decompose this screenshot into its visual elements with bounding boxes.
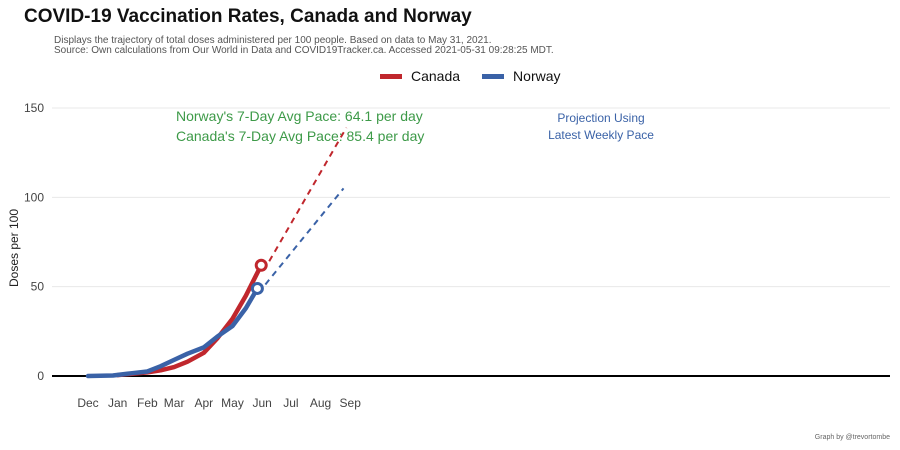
credit-text: Graph by @trevortombe (814, 434, 890, 441)
x-tick-label: Jun (252, 396, 271, 410)
annotation-projection-line2: Latest Weekly Pace (548, 128, 654, 142)
chart-legend: Canada Norway (380, 68, 583, 84)
x-tick-label: Mar (164, 396, 185, 410)
legend-item-canada: Canada (380, 68, 460, 84)
y-tick-label: 100 (24, 190, 44, 204)
projection-line-norway (264, 187, 345, 286)
series-end-marker-norway (250, 281, 264, 295)
legend-swatch-norway (482, 73, 505, 79)
legend-swatch-canada (380, 73, 402, 79)
x-tick-label: Jul (283, 396, 298, 410)
legend-label-canada: Canada (411, 68, 461, 84)
x-tick-label: Dec (77, 396, 98, 410)
annotation-norway-pace: Norway's 7-Day Avg Pace: 64.1 per day (176, 108, 423, 124)
chart-subtitle: Displays the trajectory of total doses a… (54, 35, 492, 46)
projection-line-canada (268, 127, 348, 262)
y-tick-label: 50 (31, 280, 45, 294)
series-end-marker-canada (254, 258, 268, 272)
y-tick-label: 0 (37, 369, 44, 383)
chart-title: COVID-19 Vaccination Rates, Canada and N… (24, 6, 472, 27)
series-line-norway (85, 286, 260, 379)
x-tick-label: Sep (340, 396, 362, 410)
x-tick-label: May (221, 396, 244, 410)
y-axis-title: Doses per 100 (7, 209, 21, 287)
legend-item-norway: Norway (482, 68, 561, 84)
chart-source: Source: Own calculations from Our World … (54, 45, 554, 56)
x-tick-label: Jan (108, 396, 127, 410)
x-tick-label: Aug (310, 396, 331, 410)
y-tick-label: 150 (24, 101, 44, 115)
x-tick-label: Feb (137, 396, 158, 410)
x-tick-label: Apr (194, 396, 213, 410)
annotation-canada-pace: Canada's 7-Day Avg Pace: 85.4 per day (176, 128, 424, 144)
annotation-projection-line1: Projection Using (557, 111, 644, 125)
legend-label-norway: Norway (513, 68, 561, 84)
